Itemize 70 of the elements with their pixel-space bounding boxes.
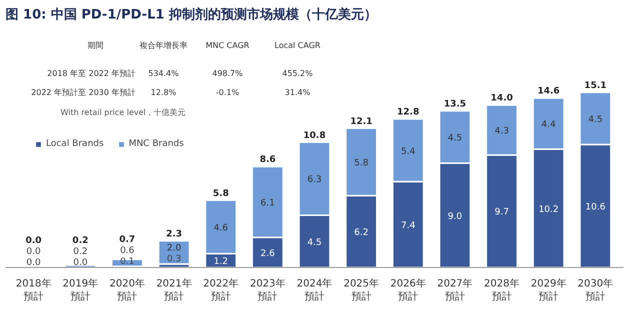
total-label: 12.1 [350, 116, 372, 127]
legend-label: MNC Brands [128, 139, 184, 149]
total-label: 13.5 [444, 99, 466, 110]
x-tick-label: 2021年預計 [156, 278, 192, 303]
chart-title: 图 10: 中国 PD-1/PD-L1 抑制剂的预测市场规模（十亿美元） [6, 6, 377, 22]
total-label: 10.8 [303, 130, 326, 141]
data-label: 6.1 [260, 198, 275, 208]
text: 534.4% [148, 69, 180, 78]
x-tick-label: 2029年預計 [530, 278, 566, 303]
data-label: 2.0 [166, 244, 182, 254]
data-label: 9.0 [448, 212, 462, 222]
data-label: 4.6 [214, 223, 228, 234]
data-label: 4.4 [541, 120, 556, 130]
data-label: 0.2 [72, 236, 88, 246]
annotation: 12.8% [150, 88, 177, 97]
data-label: 5.8 [354, 158, 369, 168]
annotation: 31.4% [284, 88, 311, 97]
data-label: 0.3 [166, 254, 182, 265]
data-label: 0.1 [120, 256, 134, 267]
total-label: 2.3 [166, 229, 182, 240]
data-label: 6.3 [307, 175, 322, 186]
data-label: 5.4 [400, 146, 416, 157]
annotation: 2022 年預計至 2030 年預計 [31, 88, 136, 97]
annotation: -0.1% [216, 88, 240, 97]
text: 複合年增長率 [140, 41, 188, 50]
x-tick-label: 2030年預計 [578, 278, 614, 303]
x-tick-label: 2023年預計 [250, 278, 286, 303]
data-label: 4.5 [307, 238, 322, 248]
x-tick-label: 2028年預計 [484, 278, 520, 303]
text: 455.2% [282, 69, 314, 78]
x-tick-label: 2022年預計 [203, 278, 239, 303]
x-tick-label: 2020年預計 [110, 278, 145, 303]
x-tick-label: 2027年預計 [437, 278, 473, 303]
total-label: 5.8 [212, 188, 229, 199]
x-tick-label: 2019年預計 [62, 278, 98, 303]
annotation: With retail price level，十億美元 [60, 108, 186, 117]
data-label: 0.0 [26, 236, 42, 246]
text: 期間 [88, 41, 104, 50]
total-label: 14.0 [490, 94, 513, 104]
data-label: 10.6 [585, 202, 606, 213]
data-label: 2.6 [260, 248, 276, 259]
legend-label: Local Brands [46, 139, 104, 149]
total-label: 0.0 [26, 258, 42, 268]
data-label: 4.5 [588, 114, 603, 125]
total-label: 0.7 [119, 235, 136, 246]
text: MNC CAGR [206, 41, 250, 50]
data-label: 4.5 [448, 133, 462, 144]
total-label: 15.1 [584, 80, 607, 91]
bar [111, 258, 144, 268]
x-tick-label: 2024年預計 [296, 278, 332, 303]
data-label: 7.4 [400, 221, 416, 232]
text: 2018 年至 2022 年預計 [47, 69, 136, 78]
text: 498.7% [212, 69, 244, 78]
total-label: 14.6 [537, 86, 560, 97]
data-label: 0.0 [26, 247, 42, 258]
total-label: 8.6 [260, 155, 276, 166]
data-label: 0.0 [73, 258, 88, 268]
data-label: 0.6 [120, 246, 135, 256]
x-tick-label: 2026年預計 [390, 278, 426, 303]
data-label: 9.7 [494, 208, 509, 218]
total-label: 12.8 [397, 108, 420, 118]
total-label: 0.2 [73, 247, 88, 258]
data-label: 1.2 [214, 257, 228, 268]
data-label: 10.2 [538, 204, 559, 215]
data-label: 6.2 [354, 228, 368, 238]
bar [158, 240, 190, 265]
x-tick-label: 2018年預計 [16, 278, 52, 303]
text: Local CAGR [274, 41, 321, 50]
x-tick-label: 2025年預計 [344, 278, 380, 303]
data-label: 4.3 [494, 126, 509, 137]
